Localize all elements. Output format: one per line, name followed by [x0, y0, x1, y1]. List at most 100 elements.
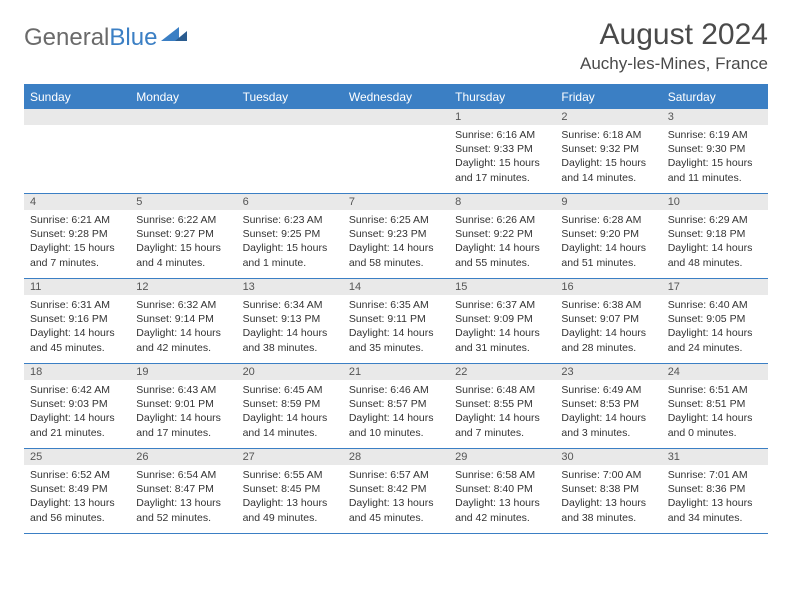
day-content: Sunrise: 7:00 AMSunset: 8:38 PMDaylight:…	[555, 465, 661, 529]
daynum-bar	[237, 109, 343, 125]
day-content	[130, 125, 236, 132]
day-info-line: Sunset: 9:03 PM	[30, 397, 124, 411]
day-number: 3	[662, 110, 674, 125]
daynum-bar: 5	[130, 194, 236, 210]
day-info-line: Daylight: 13 hours	[243, 496, 337, 510]
day-info-line: Daylight: 15 hours	[136, 241, 230, 255]
day-info-line: Daylight: 14 hours	[561, 326, 655, 340]
day-info-line: and 52 minutes.	[136, 511, 230, 525]
day-content: Sunrise: 6:26 AMSunset: 9:22 PMDaylight:…	[449, 210, 555, 274]
day-number: 28	[343, 450, 361, 465]
day-info-line: Daylight: 14 hours	[136, 411, 230, 425]
day-cell: 2Sunrise: 6:18 AMSunset: 9:32 PMDaylight…	[555, 109, 661, 193]
day-info-line: and 42 minutes.	[455, 511, 549, 525]
day-info-line: Daylight: 13 hours	[455, 496, 549, 510]
day-info-line: Sunset: 9:11 PM	[349, 312, 443, 326]
daynum-bar: 18	[24, 364, 130, 380]
day-cell: 12Sunrise: 6:32 AMSunset: 9:14 PMDayligh…	[130, 279, 236, 363]
day-content: Sunrise: 6:37 AMSunset: 9:09 PMDaylight:…	[449, 295, 555, 359]
day-info-line: Sunrise: 6:22 AM	[136, 213, 230, 227]
day-info-line: Sunrise: 6:54 AM	[136, 468, 230, 482]
day-info-line: Daylight: 13 hours	[561, 496, 655, 510]
day-info-line: and 58 minutes.	[349, 256, 443, 270]
day-cell: 27 Sunrise: 6:55 AMSunset: 8:45 PMDayligh…	[237, 449, 343, 533]
day-cell: 29Sunrise: 6:58 AMSunset: 8:40 PMDayligh…	[449, 449, 555, 533]
daynum-bar: 15	[449, 279, 555, 295]
daynum-bar: 17	[662, 279, 768, 295]
day-content: Sunrise: 6:25 AMSunset: 9:23 PMDaylight:…	[343, 210, 449, 274]
day-content: Sunrise: 6:32 AMSunset: 9:14 PMDaylight:…	[130, 295, 236, 359]
day-cell	[343, 109, 449, 193]
daynum-bar: 28	[343, 449, 449, 465]
day-cell: 25Sunrise: 6:52 AMSunset: 8:49 PMDayligh…	[24, 449, 130, 533]
daynum-bar: 27	[237, 449, 343, 465]
title-block: August 2024 Auchy-les-Mines, France	[580, 18, 768, 74]
day-info-line: and 0 minutes.	[668, 426, 762, 440]
day-info-line: Sunset: 8:55 PM	[455, 397, 549, 411]
logo-text-blue: Blue	[109, 24, 157, 52]
day-content: Sunrise: 6:21 AMSunset: 9:28 PMDaylight:…	[24, 210, 130, 274]
day-info-line: Sunrise: 6:58 AM	[455, 468, 549, 482]
logo-mark-icon	[161, 22, 187, 50]
day-info-line: Sunset: 8:45 PM	[243, 482, 337, 496]
day-number: 4	[24, 195, 36, 210]
day-cell	[24, 109, 130, 193]
day-number: 31	[662, 450, 680, 465]
day-info-line: Sunrise: 6:40 AM	[668, 298, 762, 312]
day-info-line: and 17 minutes.	[455, 171, 549, 185]
day-info-line: Daylight: 14 hours	[668, 241, 762, 255]
day-info-line: and 49 minutes.	[243, 511, 337, 525]
day-info-line: Daylight: 14 hours	[561, 411, 655, 425]
day-cell: 6Sunrise: 6:23 AMSunset: 9:25 PMDaylight…	[237, 194, 343, 278]
daynum-bar: 26	[130, 449, 236, 465]
day-info-line: Daylight: 14 hours	[455, 326, 549, 340]
day-cell: 13Sunrise: 6:34 AMSunset: 9:13 PMDayligh…	[237, 279, 343, 363]
week-row: 1Sunrise: 6:16 AMSunset: 9:33 PMDaylight…	[24, 109, 768, 194]
day-info-line: and 48 minutes.	[668, 256, 762, 270]
day-info-line: Sunrise: 6:55 AM	[243, 468, 337, 482]
daynum-bar: 22	[449, 364, 555, 380]
day-info-line: Daylight: 15 hours	[561, 156, 655, 170]
week-row: 11Sunrise: 6:31 AMSunset: 9:16 PMDayligh…	[24, 279, 768, 364]
daynum-bar: 31	[662, 449, 768, 465]
daynum-bar: 11	[24, 279, 130, 295]
day-content: Sunrise: 6:18 AMSunset: 9:32 PMDaylight:…	[555, 125, 661, 189]
day-cell: 21Sunrise: 6:46 AMSunset: 8:57 PMDayligh…	[343, 364, 449, 448]
day-content: Sunrise: 6:40 AMSunset: 9:05 PMDaylight:…	[662, 295, 768, 359]
daynum-bar: 21	[343, 364, 449, 380]
day-content: Sunrise: 6:58 AMSunset: 8:40 PMDaylight:…	[449, 465, 555, 529]
day-info-line: Sunrise: 6:32 AM	[136, 298, 230, 312]
day-info-line: Sunset: 8:59 PM	[243, 397, 337, 411]
day-info-line: and 34 minutes.	[668, 511, 762, 525]
day-info-line: and 24 minutes.	[668, 341, 762, 355]
day-info-line: Daylight: 14 hours	[668, 326, 762, 340]
day-info-line: and 7 minutes.	[30, 256, 124, 270]
day-info-line: Sunset: 9:13 PM	[243, 312, 337, 326]
week-row: 4Sunrise: 6:21 AMSunset: 9:28 PMDaylight…	[24, 194, 768, 279]
day-info-line: Daylight: 13 hours	[349, 496, 443, 510]
day-info-line: Daylight: 14 hours	[455, 411, 549, 425]
day-content	[24, 125, 130, 132]
day-content: Sunrise: 6:19 AMSunset: 9:30 PMDaylight:…	[662, 125, 768, 189]
day-info-line: Sunrise: 6:18 AM	[561, 128, 655, 142]
day-number: 25	[24, 450, 42, 465]
day-number: 18	[24, 365, 42, 380]
weeks-container: 1Sunrise: 6:16 AMSunset: 9:33 PMDaylight…	[24, 109, 768, 534]
day-cell: 15Sunrise: 6:37 AMSunset: 9:09 PMDayligh…	[449, 279, 555, 363]
day-number: 30	[555, 450, 573, 465]
calendar-page: GeneralBlue August 2024 Auchy-les-Mines,…	[0, 0, 792, 534]
day-content: Sunrise: 6:28 AMSunset: 9:20 PMDaylight:…	[555, 210, 661, 274]
day-info-line: and 1 minute.	[243, 256, 337, 270]
day-info-line: Daylight: 13 hours	[30, 496, 124, 510]
day-info-line: Sunrise: 6:19 AM	[668, 128, 762, 142]
daynum-bar: 4	[24, 194, 130, 210]
day-info-line: Sunset: 8:40 PM	[455, 482, 549, 496]
day-number: 19	[130, 365, 148, 380]
day-info-line: Sunset: 9:28 PM	[30, 227, 124, 241]
day-info-line: and 51 minutes.	[561, 256, 655, 270]
day-number: 12	[130, 280, 148, 295]
day-info-line: Daylight: 15 hours	[668, 156, 762, 170]
daynum-bar: 13	[237, 279, 343, 295]
day-info-line: Sunset: 9:07 PM	[561, 312, 655, 326]
day-info-line: Sunrise: 6:25 AM	[349, 213, 443, 227]
